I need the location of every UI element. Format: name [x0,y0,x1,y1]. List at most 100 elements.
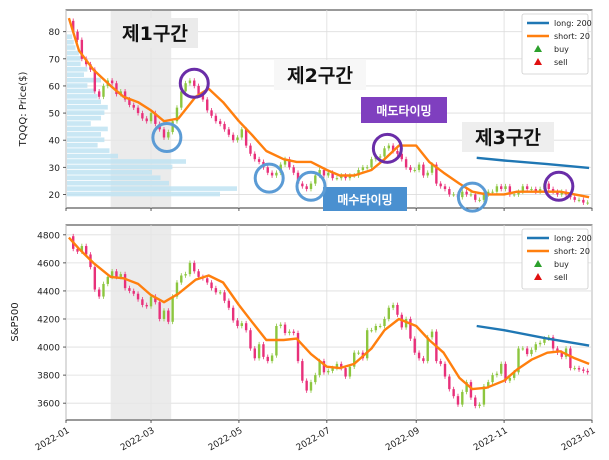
tqqq-candle [331,172,334,179]
sp500-candle [292,331,295,334]
sp500-legend: long: 200 short: 20 buy sell [521,228,592,290]
sp500-candle [508,377,512,381]
sp500-candle [249,330,252,349]
tqqq-candle [249,145,252,154]
sp500-candle [305,380,308,391]
tqqq-candle [162,129,166,138]
sp500-x-ticks: 2022-01 2022-03 2022-05 2022-07 2022-09 2022-… [34,420,598,453]
tqqq-candle [547,183,550,190]
tqqq-candle [512,194,516,196]
sp500-candle [279,324,282,327]
tqqq-y-tick-label: 30 [49,164,61,174]
sell-timing-circle [371,132,403,164]
sp500-candle [504,363,507,381]
sp500-candle [430,331,434,338]
sp500-candle [167,310,170,322]
tqqq-y-axis-label: TQQQ: Price($) [18,71,29,147]
sp500-shaded-range [110,226,172,419]
sp500-candle [214,288,218,293]
tqqq-y-tick-label: 60 [49,82,61,92]
sp500-y-tick-label: 4600 [37,259,60,269]
tqqq-candle [318,170,321,176]
tqqq-candle [240,129,244,138]
sp500-candle [154,296,157,303]
tqqq-candle [206,99,209,111]
tqqq-candle [387,145,391,149]
tqqq-candle [322,170,326,176]
legend-buy-marker [534,45,542,52]
sp500-candle [577,368,581,370]
tqqq-candle [110,80,114,84]
tqqq-candle [197,85,200,95]
tqqq-candle [141,113,144,119]
volume-profile-bar [67,77,101,83]
tqqq-volume-profile [67,34,237,197]
tqqq-candle [102,85,105,97]
tqqq-candle [231,134,235,141]
sp500-candle [530,349,533,355]
tqqq-x-ticks [65,208,593,211]
tqqq-candle [448,189,451,195]
volume-profile-bar [67,110,105,115]
tqqq-candle [461,191,464,198]
sp500-candle [253,348,256,359]
tqqq-y-ticks: 20 30 40 50 60 70 80 [49,28,66,201]
tqqq-long-ma-line [476,156,590,170]
sp500-candle [244,323,248,331]
tqqq-candle [391,145,395,152]
tqqq-candle [223,123,226,130]
sp500-candle [348,366,352,377]
sp500-candle [119,274,122,277]
sp500-candle [331,368,334,371]
volume-profile-bar [67,99,101,105]
legend-sell-label: sell [554,58,568,67]
tqqq-candle [465,191,468,195]
tqqq-candle [167,132,170,138]
tqqq-candle [214,115,218,122]
tqqq-candle [383,148,386,157]
tqqq-candle [361,167,365,171]
sp500-candle [218,292,222,294]
tqqq-y-tick-label: 40 [49,137,61,147]
volume-profile-bar [67,45,76,50]
volume-profile-bar [67,50,79,56]
sp500-candle [452,389,455,397]
sp500-candle [206,278,209,283]
section3-label: 제3구간 [475,127,541,149]
sp500-candle [357,352,360,354]
sp500-candle [149,296,153,307]
tqqq-candle [123,91,127,100]
sp500-candle [417,352,421,359]
sp500-candle [193,262,196,272]
sp500-short-ma-line [68,236,590,391]
tqqq-candle [335,178,339,180]
tqqq-candle [525,186,529,190]
sp500-candle [340,363,343,369]
tqqq-candle [253,153,256,160]
tqqq-candle [443,186,447,190]
sp500-candle [110,271,114,277]
legend-buy-label: buy [554,260,569,269]
sp500-candle [327,370,330,373]
volume-profile-bar [67,88,95,94]
tqqq-y-tick-label: 20 [49,191,61,201]
section1-label: 제1구간 [122,23,188,45]
sp500-candle [525,348,529,355]
tqqq-timing-circles [151,67,575,213]
tqqq-candle [378,156,382,158]
tqqq-candle [149,113,153,122]
sell-timing-circle [543,170,575,202]
buy-timing-circle [295,170,327,202]
sp500-y-tick-label: 3600 [37,400,60,410]
volume-profile-bar [67,56,81,61]
tqqq-candle [171,121,174,133]
buy-timing-label: 매수타이밍 [337,192,392,207]
sp500-x-tick-label: 2022-11 [472,426,510,453]
tqqq-candle [72,20,75,32]
sp500-long-ma-line [476,324,590,347]
tqqq-candle [474,194,477,200]
volume-profile-bar [67,61,81,67]
legend-sell-marker [534,58,542,65]
tqqq-candle [500,186,503,190]
